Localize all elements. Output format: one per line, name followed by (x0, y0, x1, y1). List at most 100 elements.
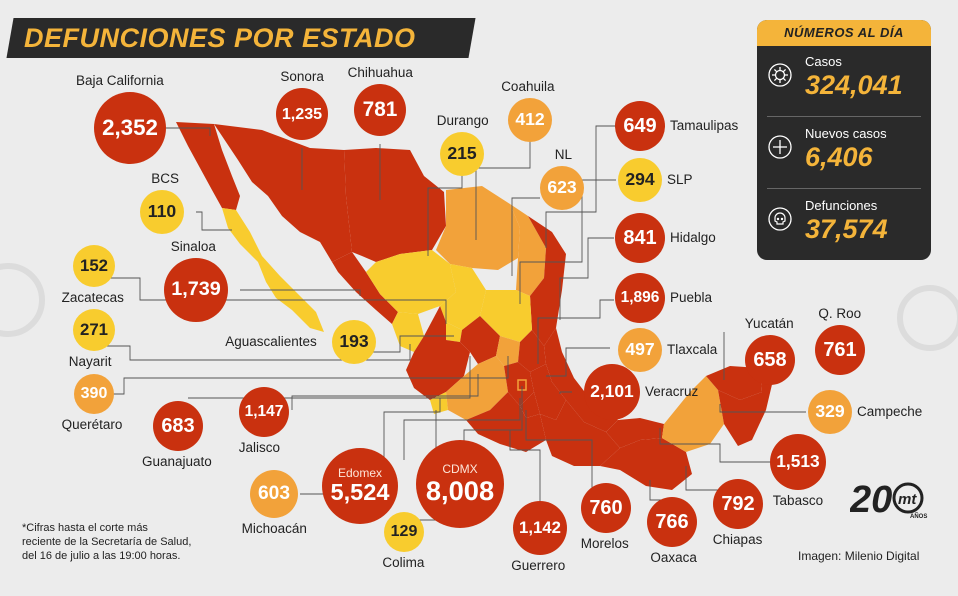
footnote-line: del 16 de julio a las 19:00 horas. (22, 550, 181, 562)
map-aguascalientes (446, 322, 462, 342)
state-name-yucatan: Yucatán (744, 316, 794, 331)
background-virus-icon (0, 263, 958, 351)
bubble-guanajuato: 683 (153, 401, 203, 451)
state-name-michoacan: Michoacán (241, 521, 307, 536)
state-value-durango: 215 (447, 143, 477, 164)
state-value-zacatecas: 152 (80, 255, 108, 275)
state-name-campeche: Campeche (857, 404, 923, 419)
map-morelos (520, 392, 540, 418)
state-name-jalisco: Jalisco (238, 440, 281, 455)
map-queretaro (496, 336, 520, 366)
stat-nuevos-casos: Nuevos casos 6,406 (757, 122, 931, 182)
state-name-baja-california: Baja California (76, 73, 164, 88)
bubble-veracruz: 2,101 (584, 364, 640, 420)
map-veracruz (544, 328, 618, 432)
stat-label: Casos (805, 54, 842, 69)
map-sinaloa (320, 242, 398, 324)
state-value-queretaro: 390 (80, 385, 108, 402)
connector-lines (106, 125, 806, 532)
state-name-cdmx: CDMX (442, 462, 478, 477)
stat-value: 37,574 (805, 214, 888, 244)
stat-defunciones: Defunciones 37,574 (757, 194, 931, 254)
map-yucatan (706, 366, 762, 400)
panel-header: NÚMEROS AL DÍA (757, 20, 931, 46)
bubble-cdmx: CDMX 8,008 (416, 440, 504, 528)
state-name-tamaulipas: Tamaulipas (670, 118, 739, 133)
bubble-colima: 129 (384, 512, 424, 552)
state-value-nl: 623 (547, 177, 577, 198)
state-value-q-roo: 761 (823, 339, 857, 361)
footnote-line: *Cifras hasta el corte más (22, 522, 148, 534)
state-name-aguascalientes: Aguascalientes (225, 334, 317, 349)
state-name-guerrero: Guerrero (511, 558, 566, 573)
bubble-guerrero: 1,142 (513, 501, 567, 555)
state-value-edomex: 5,524 (330, 479, 390, 506)
state-value-tabasco: 1,513 (776, 451, 820, 472)
bubble-zacatecas: 152 (73, 245, 115, 287)
map-tabasco (606, 418, 664, 448)
map-guanajuato (460, 316, 500, 364)
footnote-line: reciente de la Secretaría de Salud, (22, 536, 192, 548)
state-name-veracruz: Veracruz (645, 384, 699, 399)
bubble-campeche: 329 (808, 390, 852, 434)
map-sonora (214, 124, 352, 262)
bubble-q-roo: 761 (815, 325, 865, 375)
bubble-sinaloa: 1,739 (164, 258, 228, 322)
state-name-puebla: Puebla (670, 290, 713, 305)
bubble-queretaro: 390 (74, 374, 114, 414)
bubble-durango: 215 (440, 132, 484, 176)
map-chihuahua (344, 148, 446, 262)
bubble-tamaulipas: 649 (615, 101, 665, 151)
state-name-sinaloa: Sinaloa (170, 239, 216, 254)
skull-icon (768, 207, 792, 231)
state-value-hidalgo: 841 (623, 227, 657, 249)
logo-number: 20 (850, 479, 892, 521)
bubble-baja-california: 2,352 (94, 92, 166, 164)
state-name-coahuila: Coahuila (501, 79, 555, 94)
state-value-baja-california: 2,352 (102, 114, 158, 140)
virus-icon (768, 63, 792, 87)
map-quintana-roo (718, 368, 774, 446)
state-name-sonora: Sonora (280, 69, 324, 84)
stat-casos: Casos 324,041 (757, 50, 931, 110)
bubble-slp: 294 (618, 158, 662, 202)
state-value-aguascalientes: 193 (339, 331, 369, 352)
divider (767, 116, 921, 117)
logo-sub: AÑOS (910, 513, 927, 520)
state-value-sinaloa: 1,739 (171, 278, 221, 301)
state-name-slp: SLP (667, 172, 693, 187)
bubble-tabasco: 1,513 (770, 434, 826, 490)
state-name-morelos: Morelos (580, 536, 629, 551)
stat-value: 324,041 (805, 70, 903, 100)
state-value-sonora: 1,235 (281, 104, 323, 123)
stats-panel: NÚMEROS AL DÍA Casos 324,041 (757, 20, 931, 260)
bubble-chihuahua: 781 (354, 84, 406, 136)
state-value-tamaulipas: 649 (623, 115, 657, 137)
bubble-nayarit: 271 (73, 309, 115, 351)
state-value-campeche: 329 (815, 401, 845, 422)
state-value-slp: 294 (625, 169, 655, 190)
bubble-sonora: 1,235 (276, 88, 328, 140)
state-name-nayarit: Nayarit (68, 354, 112, 369)
bubble-jalisco: 1,147 (239, 387, 289, 437)
logo-brand: mt (898, 491, 917, 508)
state-name-bcs: BCS (151, 171, 179, 186)
state-value-coahuila: 412 (515, 109, 545, 130)
state-name-nl: NL (554, 147, 573, 162)
divider (767, 188, 921, 189)
state-value-puebla: 1,896 (620, 289, 660, 307)
image-credit: Imagen: Milenio Digital (798, 549, 920, 563)
state-name-tlaxcala: Tlaxcala (667, 342, 718, 357)
bubble-morelos: 760 (581, 483, 631, 533)
bubble-aguascalientes: 193 (332, 320, 376, 364)
state-name-oaxaca: Oaxaca (650, 550, 697, 565)
state-value-morelos: 760 (589, 497, 623, 519)
state-value-tlaxcala: 497 (625, 339, 655, 360)
map-baja-california-sur (222, 208, 324, 332)
state-name-edomex: Edomex (337, 466, 383, 481)
state-value-michoacan: 603 (257, 483, 290, 505)
bubble-puebla: 1,896 (615, 273, 665, 323)
plus-icon (768, 135, 792, 159)
